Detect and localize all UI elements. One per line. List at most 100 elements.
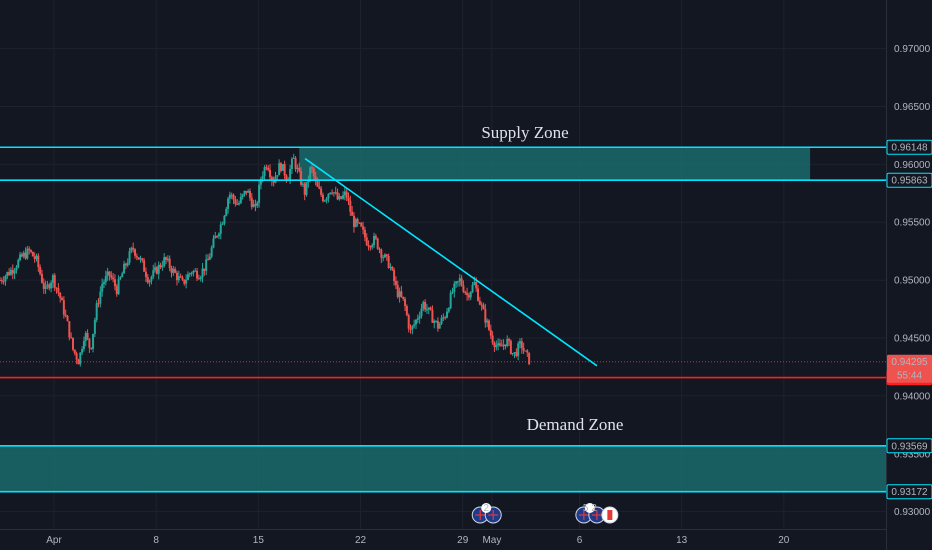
candle-body [467,295,470,298]
candle-body [462,285,465,292]
candle-body [276,175,279,177]
time-axis[interactable]: Apr 8 15 22 29 May 6 13 20 [46,535,790,546]
candle-body [186,274,189,280]
candle-body [192,271,195,274]
candle-body [385,254,388,256]
candle-body [320,188,323,195]
level-price-text: 0.93569 [891,441,928,452]
candle-body [387,255,390,269]
candle-body [20,254,23,257]
candle-body [498,343,501,346]
candle-body [303,183,306,195]
candle-body [305,181,308,195]
candle-body [0,280,3,282]
time-tick-label: 15 [253,535,265,546]
candle-body [227,198,230,209]
candle-body [247,190,250,193]
candle-body [446,311,449,318]
candle-body [456,281,459,283]
candle-body [484,309,487,323]
candle-body [429,307,432,310]
candle-body [393,270,396,281]
candle-body [110,274,113,278]
candle-body [11,269,14,274]
candle-body [232,194,235,200]
candle-body [318,186,321,189]
candle-body [296,167,299,169]
candle-body [170,267,173,273]
candle-body [250,197,253,208]
price-tick-label: 0.97000 [894,44,931,55]
candle-body [493,342,496,348]
event-markers[interactable]: 2 5 2 [471,503,619,524]
candle-body [508,339,511,341]
candle-body [172,268,175,273]
candle-body [298,167,301,172]
candle-body [128,251,131,263]
price-tick-label: 0.95500 [894,218,931,229]
candle-body [332,192,335,194]
candle-body [435,320,438,322]
candle-body [57,288,60,293]
event-marker[interactable]: 5 2 [575,503,619,524]
candle-body [245,190,248,193]
candle-body [208,256,211,260]
horizontal-levels[interactable] [0,146,886,493]
candle-body [325,198,328,201]
candle-body [416,318,419,320]
candle-body [210,247,213,257]
level-price-text: 0.95863 [891,176,928,187]
candle-body [394,280,397,285]
candle-body [104,275,107,283]
candle-body [495,345,498,348]
candle-body [331,192,334,194]
candle-body [194,270,197,272]
candle-body [106,271,109,276]
candle-body [217,233,220,237]
candle-body [42,282,45,289]
candle-body [489,329,492,336]
candle-body [367,245,370,247]
time-tick-label: 8 [153,535,159,546]
candle-body [307,180,310,182]
candle-body [165,257,168,260]
candle-body [166,258,169,260]
candle-body [289,168,292,181]
candle-body [112,277,115,280]
candle-body [511,353,514,355]
candle-body [2,281,5,283]
candle-body [61,297,64,301]
candle-body [212,238,215,248]
candle-body [269,170,272,178]
event-count-text: 5 2 [583,503,597,514]
candle-body [55,287,58,289]
candle-body [414,319,417,325]
candle-body [447,308,450,312]
candle-body [358,222,361,224]
time-tick-label: 20 [778,535,790,546]
candle-body [378,248,381,250]
candle-body [92,333,95,349]
candle-body [150,276,153,281]
price-tick-label: 0.94500 [894,334,931,345]
candle-body [365,237,368,246]
candle-body [93,319,96,334]
candle-body [473,282,476,285]
price-axis[interactable]: 0.93000 0.93500 0.94000 0.94500 0.95000 0.955… [894,44,931,518]
candle-body [190,273,193,275]
candle-body [360,222,363,227]
candle-body [50,282,53,289]
event-marker[interactable]: 2 [471,503,502,524]
price-tick-label: 0.93000 [894,507,931,518]
candle-body [389,266,392,269]
candle-body [75,353,78,360]
candle-body [134,249,137,256]
candle-body [491,335,494,343]
countdown-text: 55:44 [897,371,922,382]
candle-body [526,350,529,353]
candle-body [152,270,155,277]
candle-body [119,277,122,280]
candle-body [278,163,281,176]
trendline[interactable] [304,157,598,367]
